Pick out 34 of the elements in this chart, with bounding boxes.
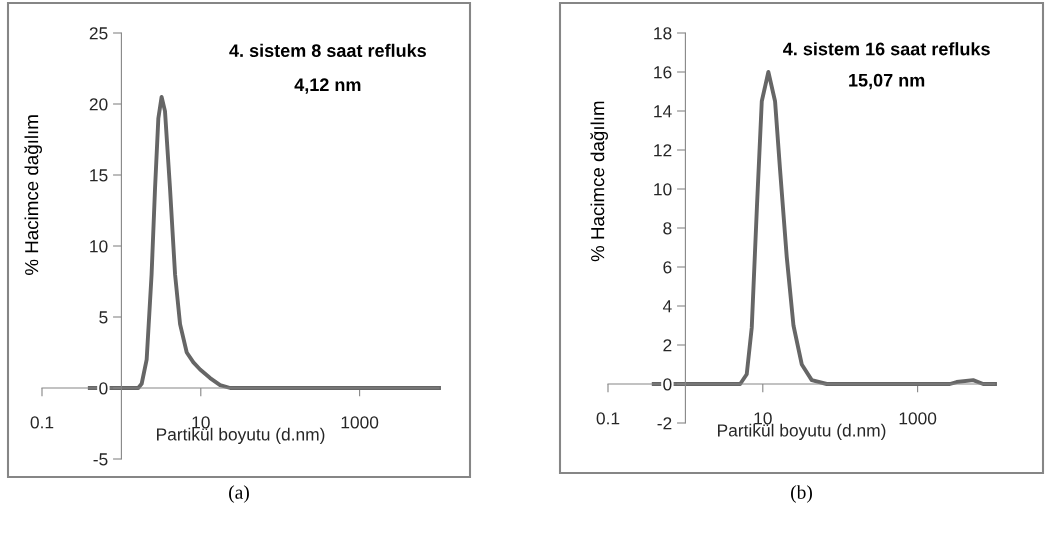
- text: 4,12 nm: [294, 78, 361, 94]
- y-tick-label: 16: [654, 66, 672, 79]
- text: (b): [791, 485, 812, 503]
- y-tick-label: 5: [99, 311, 108, 324]
- x-tick-label: 0.1: [596, 412, 620, 425]
- y-tick-label: -5: [93, 453, 108, 466]
- x-tick-label: 10: [754, 412, 772, 425]
- y-tick-label: 4: [662, 300, 672, 313]
- y-tick-label: 8: [663, 222, 672, 235]
- x-axis-title: Partikül boyutu (d.nm): [157, 427, 325, 444]
- y-tick-label: 20: [89, 98, 108, 111]
- y-tick-label: -2: [657, 417, 672, 430]
- chart-title: 4. sistem 16 saat refluks: [783, 42, 990, 56]
- y-tick-label: 15: [90, 169, 108, 182]
- y-tick-label: 18: [654, 27, 672, 40]
- text: (a): [229, 485, 249, 503]
- y-tick-label: 2: [663, 339, 672, 352]
- y-tick-label: 25: [89, 27, 108, 40]
- y-tick-label: 10: [654, 183, 672, 196]
- y-axis-title: % Hacimce dağılım: [590, 101, 608, 262]
- x-tick-label: 1000: [341, 416, 379, 429]
- y-tick-label: 6: [663, 261, 672, 274]
- y-tick-label: 12: [654, 144, 672, 157]
- text: 15,07 nm: [849, 73, 925, 90]
- x-axis-title: Partikül boyutu (d.nm): [718, 423, 886, 440]
- y-tick-label: 0: [663, 378, 672, 391]
- y-tick-label: 14: [654, 105, 672, 118]
- x-tick-label: 10: [192, 416, 210, 429]
- y-axis-title: % Hacimce dağılım: [24, 115, 42, 275]
- y-tick-label: 0: [99, 382, 108, 395]
- chart-title: 4. sistem 8 saat refluks: [229, 43, 426, 58]
- x-tick-label: 0.1: [30, 416, 54, 429]
- x-tick-label: 1000: [899, 412, 937, 425]
- y-tick-label: 10: [90, 240, 108, 253]
